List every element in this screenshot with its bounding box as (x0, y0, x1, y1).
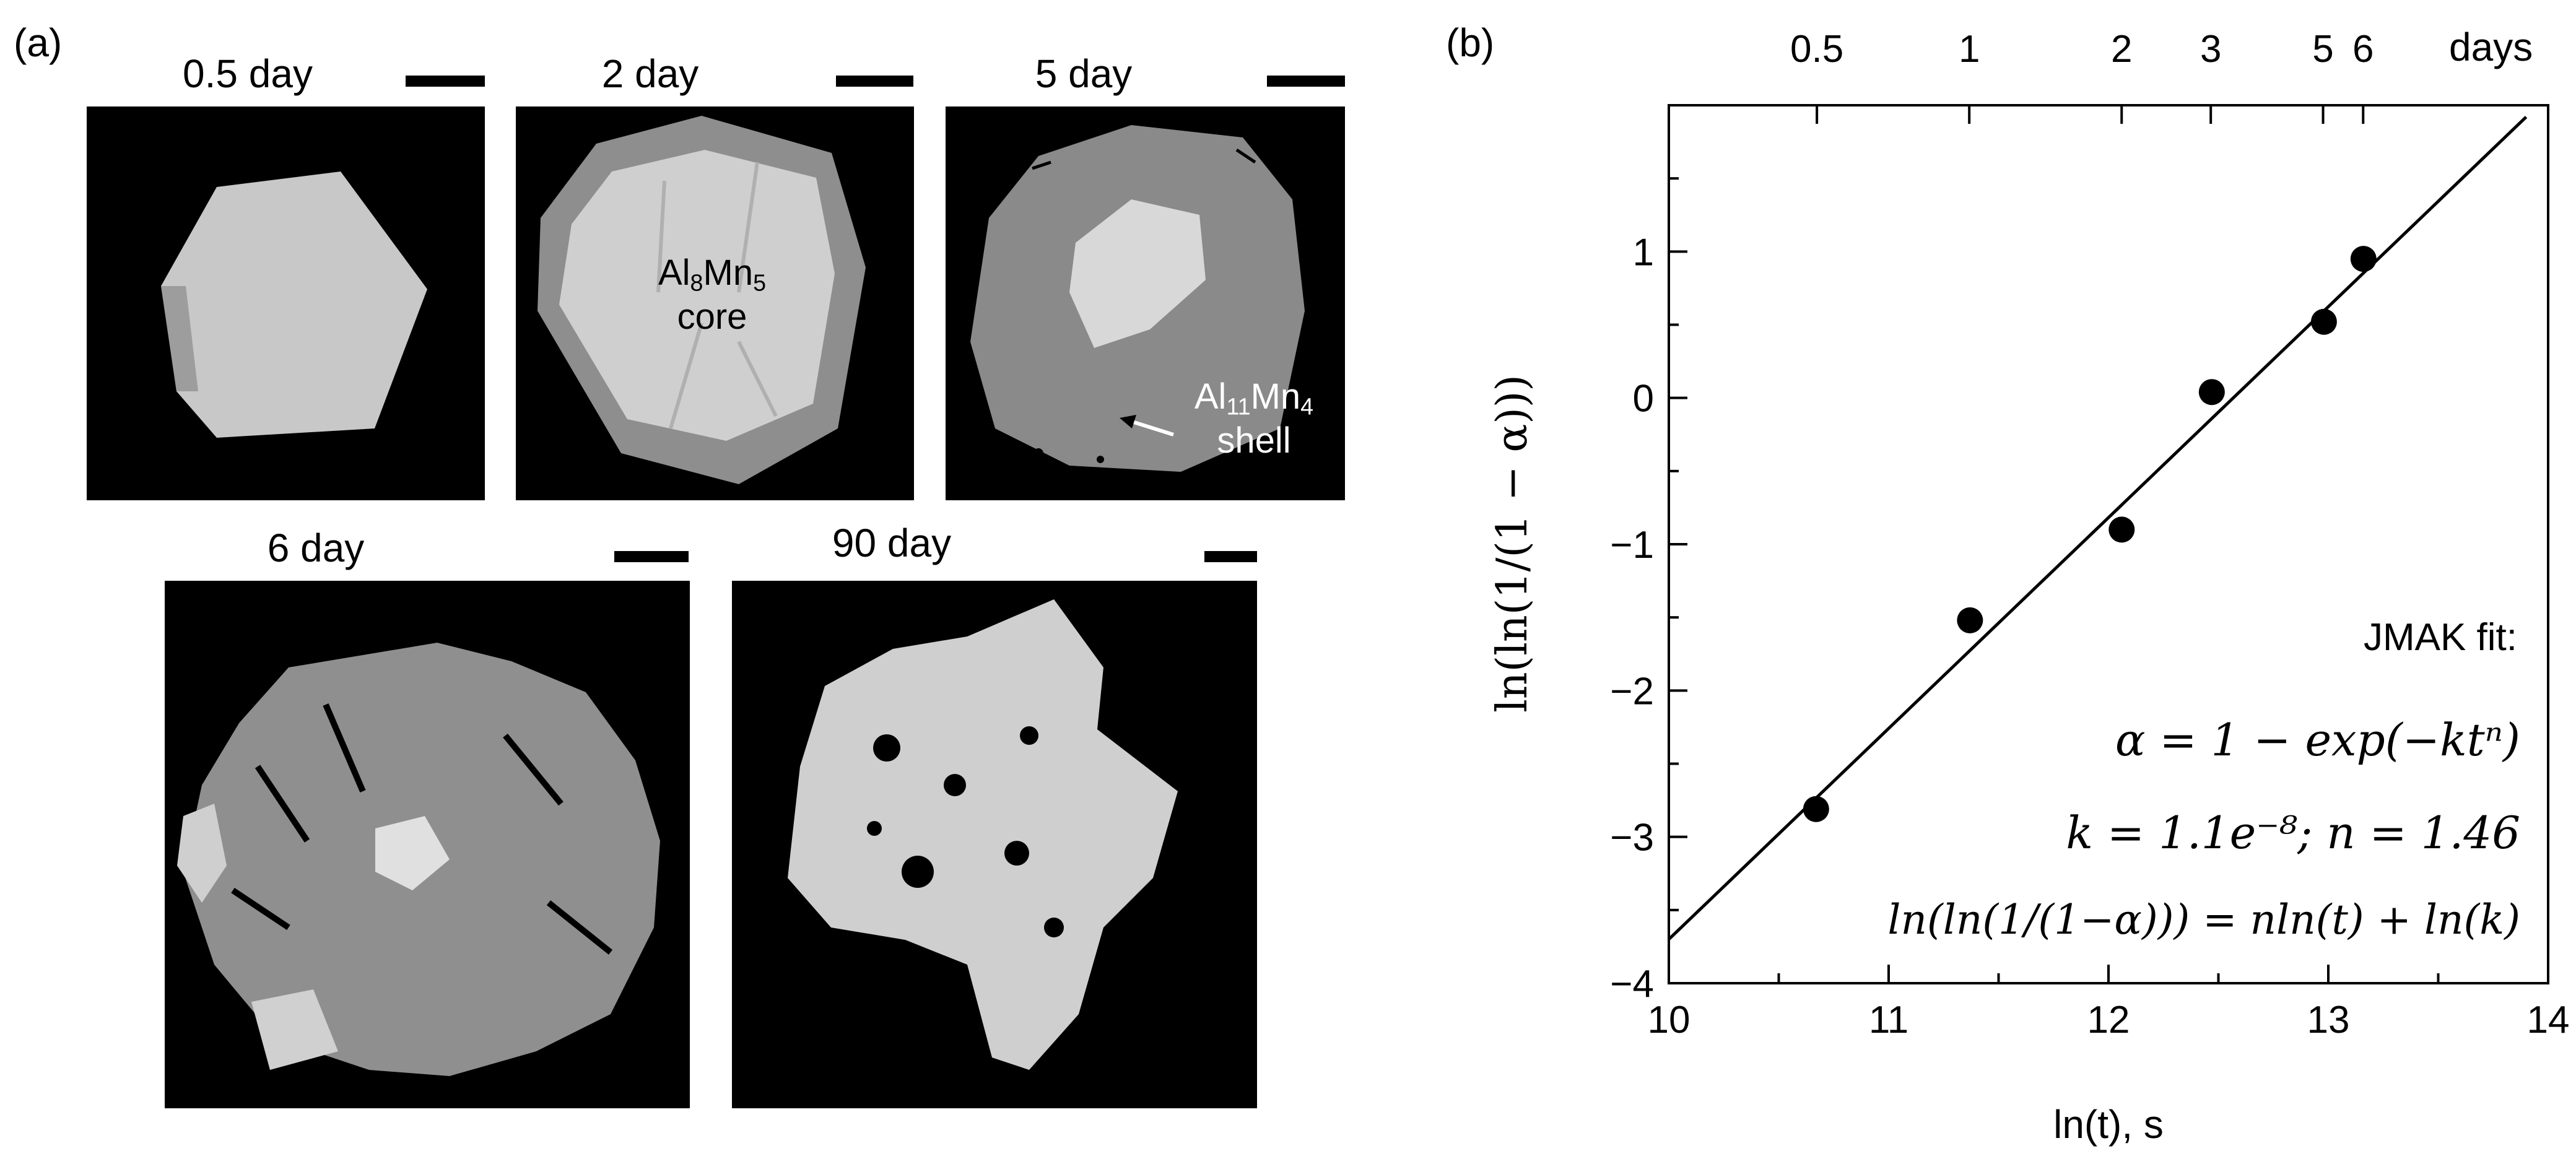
top-tick-label: 2 (2111, 28, 2132, 71)
x-tick-label: 13 (2307, 999, 2350, 1041)
micrograph-05 (87, 106, 485, 500)
micrograph-6 (165, 581, 690, 1108)
micrograph-2-image (537, 116, 866, 484)
y-tick-label: −2 (1610, 670, 1654, 713)
core-word: core (677, 296, 747, 337)
chart-frame-group (1668, 104, 2549, 984)
micrograph-6-image (177, 643, 660, 1076)
y-tick-label: −3 (1610, 817, 1654, 859)
fit-equation-3: ln(ln(1/(1−α))) = nln(t) + ln(k) (1887, 896, 2520, 944)
x-axis-label: ln(t), s (2053, 1102, 2164, 1147)
x-tick-label: 14 (2527, 999, 2570, 1041)
y-tick-label: 1 (1633, 231, 1654, 274)
micrograph-2 (516, 106, 914, 500)
fit-equation-1: α = 1 − exp(−ktⁿ) (2115, 714, 2520, 766)
micrograph-label-6: 6 day (267, 526, 365, 570)
core-al: Al (658, 253, 690, 293)
data-point (2310, 308, 2337, 335)
micrograph-05-image (161, 172, 427, 438)
micrograph-90 (732, 581, 1257, 1108)
fit-equation-2: k = 1.1e⁻⁸; n = 1.46 (2066, 807, 2520, 859)
plot-frame (1668, 104, 2549, 984)
x-tick-label: 11 (1869, 999, 1908, 1041)
shell-word: shell (1217, 420, 1291, 461)
y-axis-label: ln(ln(1/(1 − α))) (1488, 375, 1537, 713)
data-point (2108, 516, 2135, 543)
fit-line (1668, 116, 2528, 940)
x-tick-label: 10 (1648, 999, 1690, 1041)
shell-mn-sub: 4 (1300, 393, 1314, 420)
core-annotation: Al8Mn5 core (613, 253, 811, 337)
y-tick-label: 0 (1633, 378, 1654, 420)
top-tick-label: 1 (1959, 28, 1980, 71)
panel-a-label: (a) (14, 20, 63, 65)
y-tick-label: −4 (1610, 963, 1654, 1005)
y-tick-label: −1 (1610, 524, 1654, 567)
panel-b-label: (b) (1446, 20, 1495, 65)
top-tick-label: 0.5 (1790, 28, 1843, 71)
micrograph-label-05: 0.5 day (183, 51, 313, 96)
data-point (1803, 796, 1829, 822)
micrograph-label-90: 90 day (832, 521, 952, 565)
core-al-sub: 8 (690, 269, 703, 296)
x-tick-label: 12 (2087, 999, 2130, 1041)
top-tick-label: 3 (2200, 28, 2221, 71)
scale-bar-90 (1204, 551, 1257, 562)
top-tick-label: 6 (2352, 28, 2374, 71)
micrograph-label-5: 5 day (1035, 51, 1133, 96)
micrograph-label-2: 2 day (601, 51, 699, 96)
shell-arrow (1120, 415, 1174, 436)
shell-mn: Mn (1250, 376, 1301, 417)
micrograph-90-image (788, 599, 1178, 1070)
top-axis-unit: days (2449, 25, 2533, 69)
shell-annotation: Al11Mn4 shell (1164, 376, 1344, 461)
data-point (2350, 246, 2377, 272)
micrograph-5-image (970, 125, 1305, 472)
micrograph-5 (946, 106, 1345, 500)
scale-bar-2 (836, 76, 913, 87)
data-point (1957, 607, 1983, 633)
shell-al-sub: 11 (1226, 393, 1251, 420)
data-point (2198, 379, 2225, 406)
scale-bar-5 (1267, 76, 1345, 87)
core-mn-sub: 5 (753, 269, 767, 296)
top-tick-label: 5 (2312, 28, 2333, 71)
core-mn: Mn (703, 253, 754, 293)
fit-heading: JMAK fit: (2364, 616, 2517, 659)
scale-bar-6 (614, 551, 689, 562)
shell-al: Al (1194, 376, 1227, 417)
scale-bar-05 (406, 76, 485, 87)
